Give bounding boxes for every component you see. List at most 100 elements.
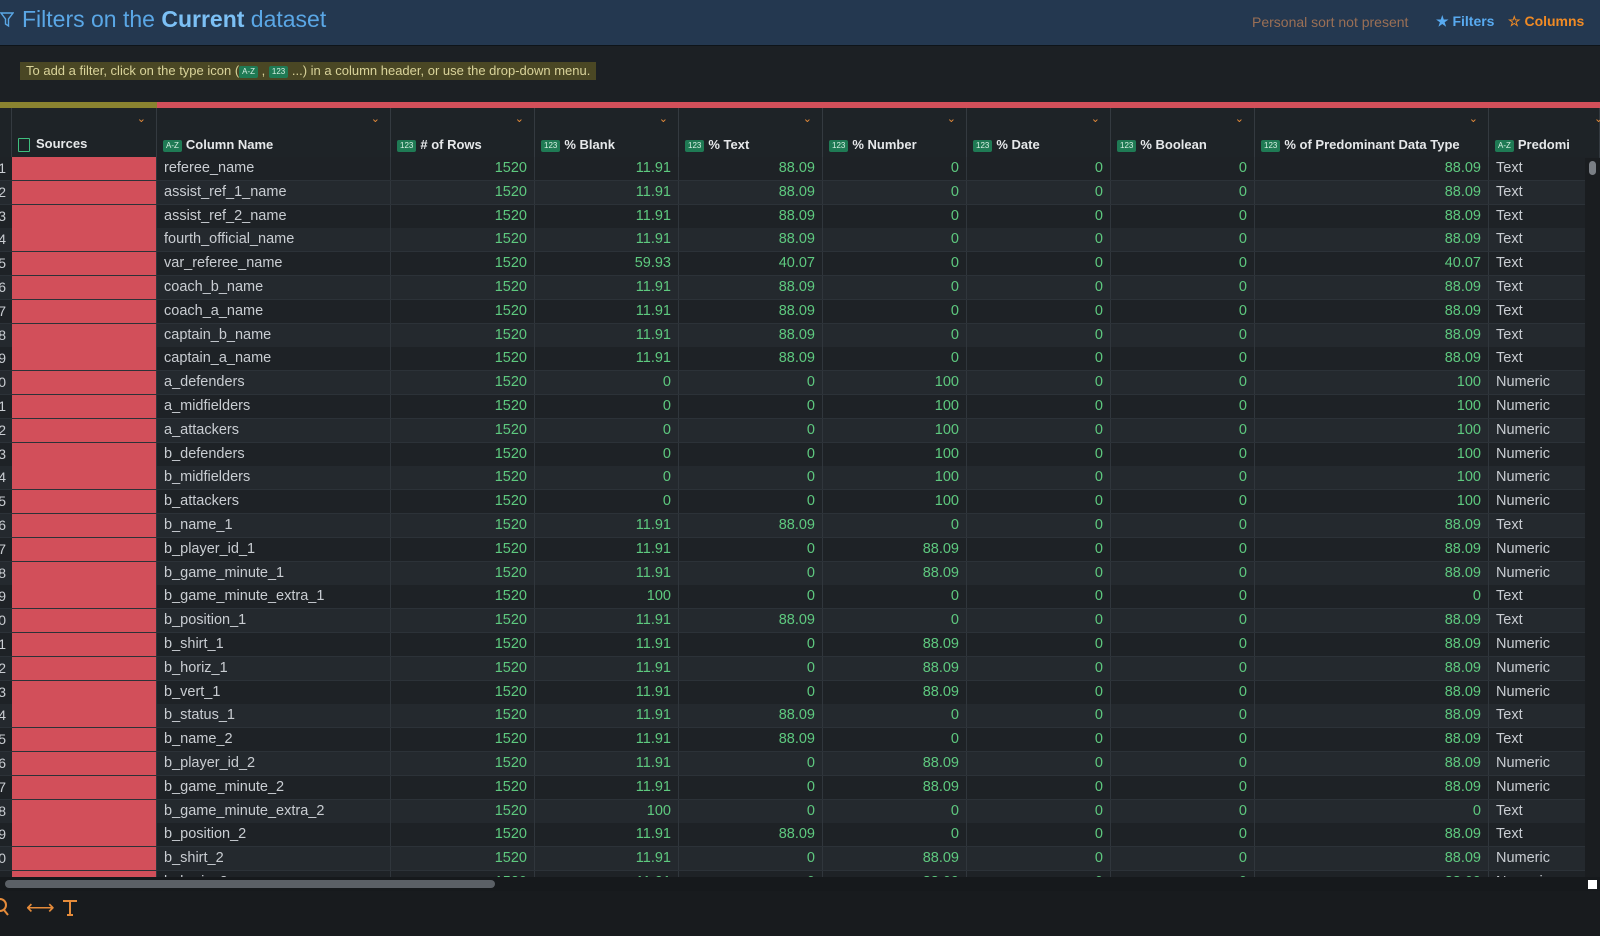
cell-name[interactable]: coach_b_name [157,276,391,299]
table-row[interactable]: 4 b_midfielders 1520 0 0 100 0 0 100 Numeric [0,466,1600,491]
column-type-badge[interactable]: A-Z [163,139,182,152]
cell-rows[interactable]: 1520 [391,299,535,323]
table-row[interactable]: 2 b_horiz_1 1520 11.91 0 88.09 0 0 88.09 Numeric [0,656,1600,681]
source-cell[interactable] [12,514,157,537]
cell-rows[interactable]: 1520 [391,371,535,395]
cell-pred[interactable]: 88.09 [1255,823,1489,847]
cell-text[interactable]: 0 [679,752,823,775]
cell-text[interactable]: 88.09 [679,704,823,728]
cell-bool[interactable]: 0 [1111,871,1255,877]
cell-date[interactable]: 0 [967,585,1111,609]
cell-date[interactable]: 0 [967,680,1111,704]
source-cell[interactable] [12,680,157,704]
cell-ptype[interactable]: Numeric [1489,490,1600,514]
cell-blank[interactable]: 100 [535,585,679,609]
cell-date[interactable]: 0 [967,395,1111,418]
cell-date[interactable]: 0 [967,871,1111,877]
cell-rows[interactable]: 1520 [391,204,535,228]
table-row[interactable]: 3 b_defenders 1520 0 0 100 0 0 100 Numeric [0,442,1600,467]
cell-date[interactable]: 0 [967,252,1111,276]
source-cell[interactable] [12,799,157,823]
cell-ptype[interactable]: Text [1489,323,1600,347]
cell-blank[interactable]: 11.91 [535,704,679,728]
cell-bool[interactable]: 0 [1111,847,1255,871]
cell-date[interactable]: 0 [967,323,1111,347]
cell-pred[interactable]: 88.09 [1255,561,1489,585]
cell-text[interactable]: 88.09 [679,823,823,847]
cell-ptype[interactable]: Text [1489,228,1600,252]
cell-date[interactable]: 0 [967,704,1111,728]
cell-blank[interactable]: 11.91 [535,323,679,347]
cell-number[interactable]: 88.09 [823,561,967,585]
cell-date[interactable]: 0 [967,656,1111,680]
cell-ptype[interactable]: Text [1489,799,1600,823]
cell-name[interactable]: b_name_2 [157,728,391,752]
cell-blank[interactable]: 0 [535,466,679,490]
table-row[interactable]: 7 coach_a_name 1520 11.91 88.09 0 0 0 88.09 Text [0,299,1600,324]
cell-pred[interactable]: 100 [1255,466,1489,490]
cell-bool[interactable]: 0 [1111,371,1255,395]
cell-name[interactable]: b_position_2 [157,823,391,847]
cell-name[interactable]: b_game_minute_2 [157,775,391,799]
cell-number[interactable]: 0 [823,347,967,371]
table-row[interactable]: 6 b_player_id_2 1520 11.91 0 88.09 0 0 88.09 Nume… [0,752,1600,776]
cell-name[interactable]: b_player_id_1 [157,537,391,561]
cell-name[interactable]: captain_a_name [157,347,391,371]
cell-ptype[interactable]: Text [1489,299,1600,323]
cell-name[interactable]: a_attackers [157,418,391,442]
cell-ptype[interactable]: Numeric [1489,466,1600,490]
cell-ptype[interactable]: Text [1489,823,1600,847]
cell-text[interactable]: 40.07 [679,252,823,276]
cell-date[interactable]: 0 [967,799,1111,823]
cell-text[interactable]: 0 [679,871,823,877]
cell-pred[interactable]: 88.09 [1255,276,1489,299]
cell-blank[interactable]: 0 [535,442,679,466]
cell-bool[interactable]: 0 [1111,180,1255,204]
source-cell[interactable] [12,609,157,633]
cell-ptype[interactable]: Numeric [1489,680,1600,704]
cell-pred[interactable]: 88.09 [1255,157,1489,180]
cell-name[interactable]: assist_ref_1_name [157,180,391,204]
cell-name[interactable]: a_midfielders [157,395,391,418]
cell-blank[interactable]: 11.91 [535,847,679,871]
cell-name[interactable]: var_referee_name [157,252,391,276]
cell-name[interactable]: b_status_1 [157,704,391,728]
cell-date[interactable]: 0 [967,442,1111,466]
table-row[interactable]: 5 var_referee_name 1520 59.93 40.07 0 0 0 40.07 T… [0,252,1600,277]
cell-name[interactable]: b_game_minute_extra_2 [157,799,391,823]
column-type-badge[interactable]: 123 [973,139,993,152]
cell-text[interactable]: 0 [679,490,823,514]
cell-blank[interactable]: 11.91 [535,347,679,371]
cell-pred[interactable]: 0 [1255,799,1489,823]
column-header[interactable]: ⌄ 123% of Predominant Data Type [1255,108,1489,158]
table-row[interactable]: 8 captain_b_name 1520 11.91 88.09 0 0 0 88.09 Tex… [0,323,1600,348]
chevron-down-icon[interactable]: ⌄ [1468,113,1478,125]
table-row[interactable]: 2 assist_ref_1_name 1520 11.91 88.09 0 0 0 88.09… [0,180,1600,205]
cell-pred[interactable]: 88.09 [1255,680,1489,704]
chevron-down-icon[interactable]: ⌄ [370,113,380,125]
cell-number[interactable]: 0 [823,704,967,728]
source-cell[interactable] [12,204,157,228]
source-cell[interactable] [12,847,157,871]
cell-bool[interactable]: 0 [1111,299,1255,323]
cell-ptype[interactable]: Text [1489,157,1600,180]
cell-date[interactable]: 0 [967,418,1111,442]
source-cell[interactable] [12,276,157,299]
table-row[interactable]: 7 b_player_id_1 1520 11.91 0 88.09 0 0 88.09 Nume… [0,537,1600,562]
chevron-down-icon[interactable]: ⌄ [1594,113,1600,125]
source-cell[interactable] [12,633,157,656]
column-type-badge[interactable]: 123 [1117,139,1137,152]
table-row[interactable]: 9 b_game_minute_extra_1 1520 100 0 0 0 0 0 Text [0,585,1600,610]
cell-ptype[interactable]: Text [1489,609,1600,633]
cell-number[interactable]: 0 [823,157,967,180]
cell-rows[interactable]: 1520 [391,609,535,633]
cell-rows[interactable]: 1520 [391,157,535,180]
cell-number[interactable]: 88.09 [823,752,967,775]
cell-rows[interactable]: 1520 [391,823,535,847]
cell-rows[interactable]: 1520 [391,799,535,823]
source-cell[interactable] [12,871,157,877]
cell-number[interactable]: 0 [823,585,967,609]
cell-pred[interactable]: 88.09 [1255,728,1489,752]
cell-ptype[interactable]: Text [1489,704,1600,728]
cell-bool[interactable]: 0 [1111,728,1255,752]
